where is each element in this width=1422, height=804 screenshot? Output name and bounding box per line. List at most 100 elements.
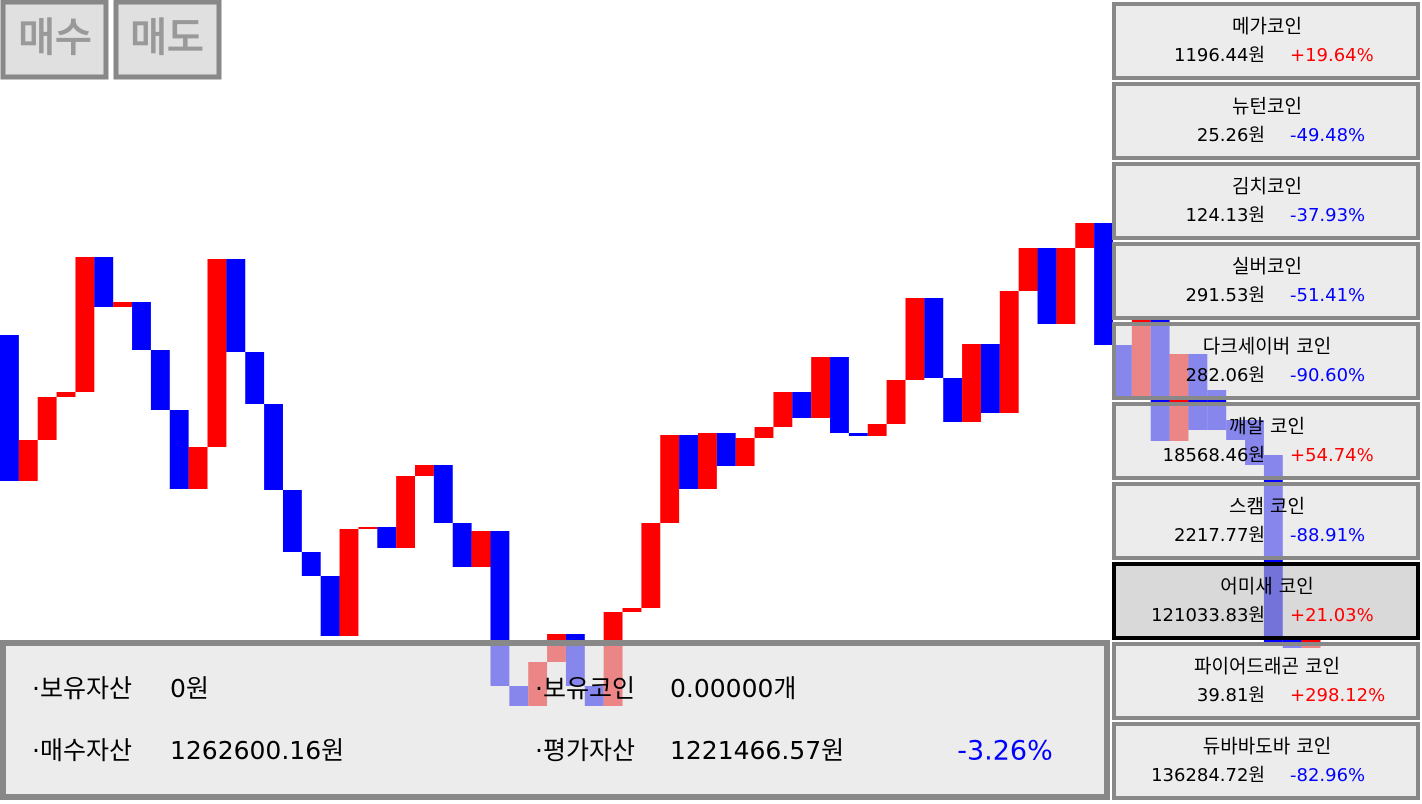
coin-item[interactable] bbox=[1112, 2, 1420, 80]
candle bbox=[716, 433, 736, 466]
coin-change[interactable]: +19.64% bbox=[1290, 45, 1374, 66]
candle bbox=[905, 298, 925, 380]
coin-item[interactable] bbox=[1112, 242, 1420, 320]
coin-change[interactable]: +54.74% bbox=[1290, 445, 1374, 466]
candle bbox=[113, 302, 133, 307]
candle bbox=[433, 465, 453, 523]
candle bbox=[697, 433, 717, 489]
sell-button[interactable] bbox=[113, 0, 222, 80]
candle bbox=[830, 357, 849, 433]
candle bbox=[339, 529, 359, 636]
candle bbox=[245, 352, 265, 404]
candle bbox=[226, 259, 246, 352]
candle bbox=[75, 257, 95, 392]
candle bbox=[660, 435, 680, 523]
candle bbox=[358, 527, 378, 529]
candle bbox=[377, 527, 397, 548]
coin-item[interactable] bbox=[1112, 642, 1420, 720]
coin-change[interactable]: +21.03% bbox=[1290, 605, 1374, 626]
candle bbox=[886, 380, 906, 424]
coin-item[interactable] bbox=[1112, 162, 1420, 240]
candle bbox=[169, 410, 189, 489]
coin-name[interactable]: 파이어드래곤 코인 bbox=[1194, 656, 1340, 678]
candle bbox=[1037, 248, 1057, 324]
candle bbox=[735, 438, 755, 466]
buttons: 매수 매도 bbox=[0, 0, 222, 80]
buy-button[interactable] bbox=[0, 0, 109, 80]
coin-item[interactable] bbox=[1112, 322, 1420, 400]
candle bbox=[56, 392, 76, 397]
coin-price[interactable]: 121033.83원 bbox=[1151, 605, 1265, 626]
candle bbox=[282, 490, 302, 552]
coin-name[interactable]: 어미새 코인 bbox=[1220, 576, 1313, 598]
coin-change[interactable]: -37.93% bbox=[1290, 205, 1365, 226]
candle bbox=[641, 523, 661, 608]
coin-price[interactable]: 25.26원 bbox=[1197, 125, 1265, 146]
coin-change[interactable]: -51.41% bbox=[1290, 285, 1365, 306]
coin-change[interactable]: -49.48% bbox=[1290, 125, 1365, 146]
candle bbox=[962, 344, 981, 422]
coin-name[interactable]: 다크세이버 코인 bbox=[1203, 336, 1331, 358]
coin-name[interactable]: 김치코인 bbox=[1232, 176, 1302, 198]
candle bbox=[18, 440, 38, 481]
candle bbox=[1094, 223, 1113, 345]
coin-price[interactable]: 136284.72원 bbox=[1151, 765, 1265, 786]
coin-change[interactable]: -82.96% bbox=[1290, 765, 1365, 786]
coin-name[interactable]: 뉴턴코인 bbox=[1232, 96, 1302, 118]
candle bbox=[415, 465, 434, 476]
sell-label[interactable]: 매도 bbox=[130, 15, 204, 61]
coin-name[interactable]: 듀바바도바 코인 bbox=[1203, 736, 1331, 758]
portfolio-panel bbox=[0, 640, 1110, 800]
candle bbox=[811, 357, 831, 418]
coin-price[interactable]: 1196.44원 bbox=[1174, 45, 1265, 66]
candle bbox=[94, 257, 114, 307]
candle bbox=[264, 404, 283, 490]
coin-change[interactable]: -90.60% bbox=[1290, 365, 1365, 386]
coin-price[interactable]: 291.53원 bbox=[1185, 285, 1265, 306]
coin-price[interactable]: 282.06원 bbox=[1185, 365, 1265, 386]
coin-item[interactable] bbox=[1112, 402, 1420, 480]
portfolio: ·보유자산 0원 ·보유코인 0.00000개 ·매수자산 1262600.16… bbox=[32, 674, 1053, 767]
candle bbox=[943, 378, 963, 422]
candle bbox=[150, 350, 170, 410]
candle bbox=[471, 531, 491, 567]
candle bbox=[301, 552, 321, 576]
candle bbox=[754, 427, 774, 438]
coin-item[interactable] bbox=[1112, 82, 1420, 160]
candle bbox=[452, 523, 472, 567]
candle bbox=[320, 576, 340, 636]
candle bbox=[37, 397, 57, 440]
coin-name[interactable]: 메가코인 bbox=[1232, 16, 1302, 38]
coin-change[interactable]: +298.12% bbox=[1290, 685, 1385, 706]
coin-name[interactable]: 스캠 코인 bbox=[1229, 496, 1305, 518]
coin-name[interactable]: 깨알 코인 bbox=[1229, 416, 1305, 438]
coin-change[interactable]: -88.91% bbox=[1290, 525, 1365, 546]
candle bbox=[132, 302, 151, 350]
candle bbox=[207, 259, 227, 447]
return: -3.26% bbox=[957, 736, 1053, 767]
coin-name[interactable]: 실버코인 bbox=[1232, 256, 1302, 278]
coin-item[interactable] bbox=[1112, 722, 1420, 800]
coin-price[interactable]: 18568.46원 bbox=[1163, 445, 1265, 466]
coin-price[interactable]: 39.81원 bbox=[1197, 685, 1265, 706]
candle bbox=[924, 298, 944, 378]
holdings-label: ·보유자산 bbox=[32, 674, 132, 703]
bought-label: ·매수자산 bbox=[32, 736, 132, 765]
eval: 1221466.57원 bbox=[670, 736, 844, 765]
candle bbox=[867, 424, 887, 436]
coin-price[interactable]: 124.13원 bbox=[1185, 205, 1265, 226]
candle bbox=[792, 392, 812, 418]
candle bbox=[848, 433, 868, 436]
candle bbox=[0, 335, 19, 481]
bought: 1262600.16원 bbox=[170, 736, 344, 765]
coins: 0.00000개 bbox=[670, 674, 796, 703]
coin-item[interactable] bbox=[1112, 482, 1420, 560]
buy-label[interactable]: 매수 bbox=[18, 15, 92, 61]
candle bbox=[396, 476, 416, 548]
candle bbox=[980, 344, 1000, 413]
eval-label: ·평가자산 bbox=[535, 736, 635, 765]
coin-price[interactable]: 2217.77원 bbox=[1174, 525, 1265, 546]
coin-item[interactable] bbox=[1112, 562, 1420, 640]
